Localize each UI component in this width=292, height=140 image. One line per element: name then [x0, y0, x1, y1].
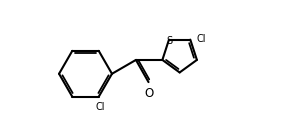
Text: O: O [144, 87, 153, 100]
Text: Cl: Cl [197, 34, 206, 44]
Text: S: S [166, 36, 172, 46]
Text: Cl: Cl [95, 102, 105, 112]
